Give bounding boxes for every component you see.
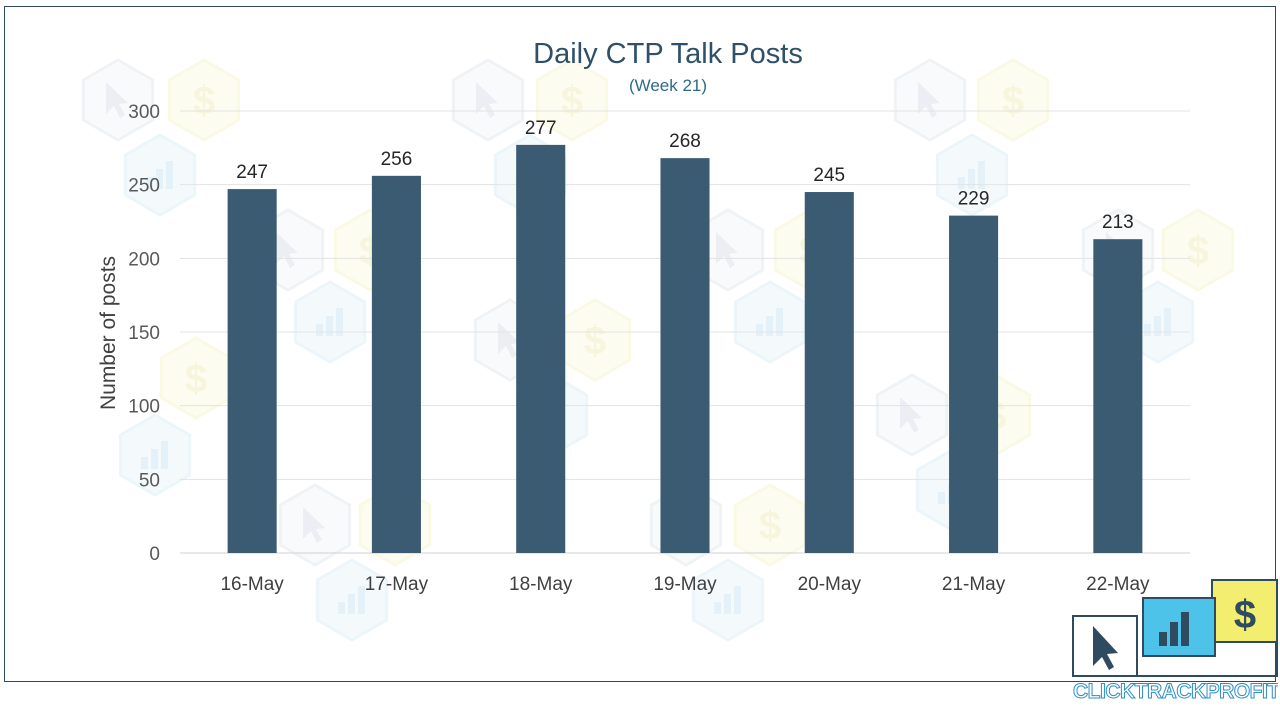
data-label: 229 [958, 189, 990, 210]
logo-wordmark: CLICKTRACKPROFIT [1073, 680, 1278, 704]
watermark-hex: $ [535, 58, 609, 142]
cursor-icon [276, 232, 298, 268]
dollar-icon: $ [584, 319, 606, 363]
dollar-icon: $ [561, 79, 583, 123]
watermark-hex [893, 58, 967, 142]
dollar-icon: $ [1187, 229, 1209, 273]
bar-chart-icon [1144, 308, 1171, 336]
y-tick-label: 200 [128, 249, 160, 270]
watermark-hex [315, 558, 389, 642]
bar [516, 144, 566, 554]
chart-title: Daily CTP Talk Posts [533, 38, 803, 70]
logo: $ [1072, 579, 1278, 677]
dollar-icon: $ [185, 357, 207, 401]
cursor-icon [1093, 626, 1118, 670]
chart-frame [4, 6, 1276, 682]
data-label: 268 [669, 131, 701, 152]
bar-chart-icon [714, 586, 741, 614]
watermark-hex [451, 58, 525, 142]
x-category-label: 17-May [365, 574, 429, 595]
watermark-hex: $ [167, 58, 241, 142]
watermark-hex [81, 58, 155, 142]
y-tick-label: 150 [128, 323, 160, 344]
y-tick-label: 250 [128, 176, 160, 197]
x-category-label: 19-May [653, 574, 717, 595]
cursor-icon [303, 507, 325, 543]
logo-chart-box [1142, 597, 1216, 657]
data-labels: 247 256 277 268 245 229 213 [236, 118, 1133, 233]
bar [660, 158, 710, 553]
bar-chart-icon [146, 161, 173, 189]
y-tick-label: 0 [149, 544, 160, 565]
x-category-label: 20-May [798, 574, 862, 595]
bar-chart-icon [1159, 612, 1189, 646]
dollar-icon: $ [1002, 79, 1024, 123]
watermark-hex: $ [558, 298, 632, 382]
watermark-hex [293, 280, 367, 364]
data-label: 213 [1102, 212, 1134, 233]
watermark-hex [691, 558, 765, 642]
data-label: 256 [381, 149, 413, 170]
x-category-label: 16-May [220, 574, 284, 595]
cursor-icon [476, 82, 498, 118]
y-axis-title: Number of posts [97, 256, 120, 410]
cursor-icon [106, 82, 128, 118]
data-label: 245 [813, 165, 845, 186]
watermark-hex [733, 280, 807, 364]
x-category-label: 21-May [942, 574, 1006, 595]
watermark-hex [935, 133, 1009, 217]
x-category-label: 18-May [509, 574, 573, 595]
watermark-hex [123, 133, 197, 217]
watermark-hex [875, 373, 949, 457]
bar-chart-icon [141, 441, 168, 469]
watermark-hex: $ [976, 58, 1050, 142]
bar [227, 189, 277, 553]
y-axis-ticks: 0 50 100 150 200 250 300 [128, 102, 160, 565]
bar [371, 175, 421, 553]
watermark-hex: $ [1161, 208, 1235, 292]
watermark-hex [278, 483, 352, 567]
dollar-icon: $ [1234, 593, 1256, 637]
bars [227, 144, 1143, 554]
y-tick-label: 300 [128, 102, 160, 123]
bar [1093, 239, 1143, 553]
watermark-hex [118, 413, 192, 497]
cursor-icon [918, 82, 940, 118]
y-tick-label: 50 [139, 470, 160, 491]
watermark-hex: $ [733, 483, 807, 567]
chart-subtitle: (Week 21) [629, 76, 707, 95]
cursor-icon [716, 232, 738, 268]
y-tick-label: 100 [128, 397, 160, 418]
bar-chart-icon [958, 161, 985, 189]
logo-outline [1137, 642, 1278, 677]
data-label: 277 [525, 118, 557, 139]
dollar-icon: $ [193, 79, 215, 123]
dollar-icon: $ [759, 504, 781, 548]
x-axis-categories: 16-May 17-May 18-May 19-May 20-May 21-May 22-M… [220, 574, 1150, 595]
bar-chart-icon [756, 308, 783, 336]
bar [804, 192, 854, 554]
data-label: 247 [236, 162, 268, 183]
x-category-label: 22-May [1086, 574, 1150, 595]
bar-chart-icon [316, 308, 343, 336]
bar [949, 215, 999, 553]
cursor-icon [498, 322, 520, 358]
logo-dollar-box [1211, 579, 1278, 643]
bar-chart-icon [338, 586, 365, 614]
